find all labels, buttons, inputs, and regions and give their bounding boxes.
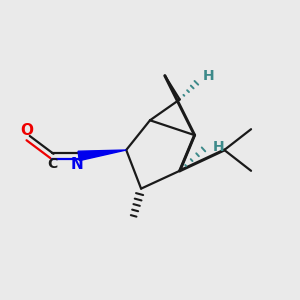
Text: H: H (212, 140, 224, 154)
Text: H: H (203, 69, 215, 83)
Text: C: C (47, 157, 57, 171)
Text: N: N (71, 157, 84, 172)
Text: O: O (20, 123, 33, 138)
Polygon shape (78, 150, 126, 161)
